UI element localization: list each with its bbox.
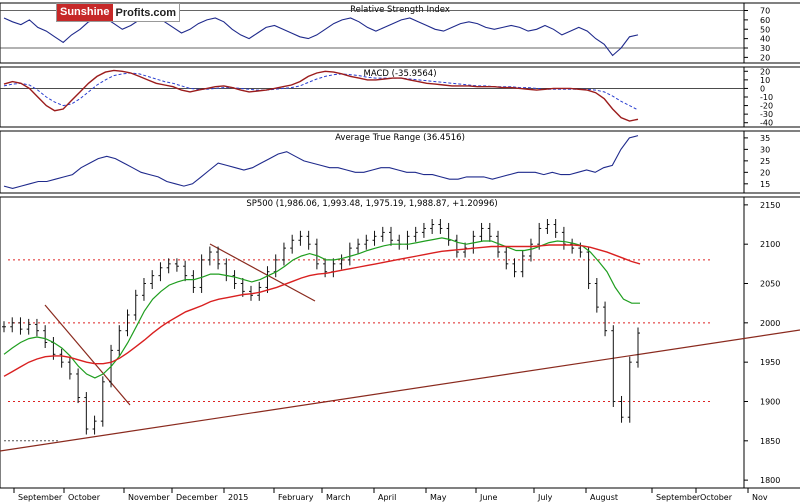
- y-tick-label: 2000: [760, 319, 780, 328]
- panel-frame: [0, 130, 745, 194]
- y-tick-label: 60: [760, 16, 770, 25]
- x-tick-label: September: [656, 493, 701, 502]
- panel-title: Relative Strength Index: [350, 5, 450, 15]
- atr-series-line: [3, 135, 639, 189]
- y-tick-label: 30: [760, 44, 770, 53]
- y-tick-label: 10: [760, 76, 770, 85]
- logo-part-1: Sunshine: [57, 4, 113, 21]
- y-tick-label: -40: [760, 119, 773, 128]
- x-tick-label: November: [128, 493, 170, 502]
- logo: Sunshine Profits.com: [56, 3, 181, 22]
- macd-signal-line: [3, 72, 639, 111]
- trend-line-support: [0, 329, 800, 452]
- x-tick-label: June: [479, 493, 498, 502]
- panel-frame: [0, 2, 745, 64]
- x-tick-label: February: [278, 493, 314, 502]
- y-tick-label: -30: [760, 110, 773, 119]
- y-tick-label: 25: [760, 157, 770, 166]
- panel-title: MACD (-35.9564): [363, 69, 436, 79]
- x-tick-label: March: [326, 493, 350, 502]
- y-tick-label: 2150: [760, 201, 780, 210]
- y-tick-label: 1950: [760, 358, 780, 367]
- x-tick-label: October: [700, 493, 733, 502]
- x-tick-label: Nov: [752, 493, 768, 502]
- y-tick-label: 15: [760, 180, 770, 189]
- y-tick-label: 20: [760, 168, 770, 177]
- y-tick-label: 1900: [760, 397, 780, 406]
- x-tick-label: August: [590, 493, 618, 502]
- y-tick-label: 1850: [760, 437, 780, 446]
- y-tick-label: 70: [760, 7, 770, 16]
- x-tick-label: October: [68, 493, 101, 502]
- y-tick-label: 2100: [760, 240, 780, 249]
- x-tick-label: 2015: [228, 493, 248, 502]
- y-tick-label: -10: [760, 93, 773, 102]
- moving-average-long: [3, 244, 641, 377]
- y-tick-label: 20: [760, 67, 770, 76]
- y-tick-label: 2050: [760, 280, 780, 289]
- y-tick-label: -20: [760, 102, 773, 111]
- panel-title: SP500 (1,986.06, 1,993.48, 1,975.19, 1,9…: [246, 199, 497, 209]
- logo-part-2: Profits.com: [115, 6, 177, 19]
- y-tick-label: 40: [760, 35, 770, 44]
- x-tick-label: July: [537, 493, 553, 502]
- x-tick-label: September: [18, 493, 63, 502]
- y-tick-label: 30: [760, 145, 770, 154]
- y-tick-label: 50: [760, 25, 770, 34]
- trend-line-resistance: [44, 304, 131, 406]
- y-tick-label: 20: [760, 53, 770, 62]
- panel-frame: [0, 196, 745, 489]
- x-tick-label: December: [176, 493, 218, 502]
- trend-line-resistance: [209, 243, 316, 302]
- panel-title: Average True Range (36.4516): [335, 133, 465, 143]
- y-tick-label: 35: [760, 134, 770, 143]
- x-tick-label: April: [378, 493, 396, 502]
- x-tick-label: May: [430, 493, 447, 502]
- y-tick-label: 1800: [760, 476, 780, 485]
- moving-average-short: [3, 237, 640, 379]
- macd-line: [3, 69, 639, 122]
- y-tick-label: 0: [760, 84, 765, 93]
